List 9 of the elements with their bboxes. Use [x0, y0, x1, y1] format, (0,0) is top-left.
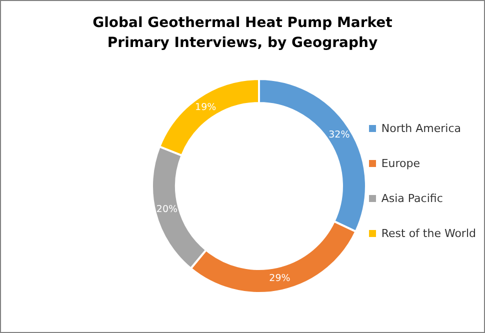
data-label: 20% [156, 204, 178, 216]
legend-label: Europe [381, 157, 420, 170]
data-label: 32% [328, 130, 350, 141]
legend-label: Asia Pacific [381, 192, 443, 205]
data-label: 29% [269, 273, 290, 284]
legend-label: Rest of the World [381, 227, 476, 240]
data-label: 19% [195, 102, 216, 113]
legend-label: North America [381, 122, 461, 135]
chart-title: Global Geothermal Heat Pump Market Primary Interviews, by Geography [92, 14, 394, 53]
